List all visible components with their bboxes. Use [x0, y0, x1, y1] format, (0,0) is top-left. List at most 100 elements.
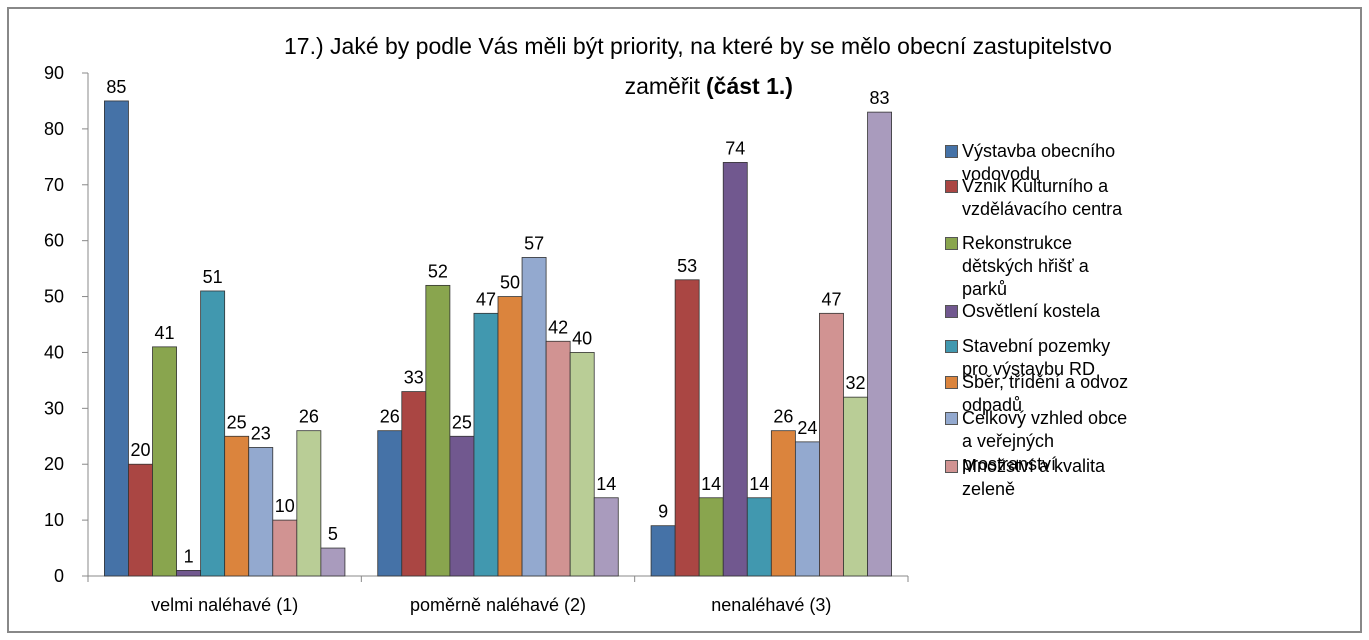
- y-tick-label: 60: [44, 231, 64, 251]
- legend-entry: Výstavba obecního vodovodu: [945, 140, 1137, 186]
- legend-swatch: [945, 305, 958, 318]
- data-label: 26: [380, 407, 400, 427]
- data-label: 26: [773, 407, 793, 427]
- y-tick-label: 50: [44, 287, 64, 307]
- data-label: 23: [251, 423, 271, 443]
- bar: [224, 435, 250, 577]
- chart-title: 17.) Jaké by podle Vás měli být priority…: [284, 33, 1112, 59]
- data-label: 14: [701, 474, 721, 494]
- x-tick-label: velmi naléhavé (1): [151, 595, 298, 615]
- bar: [674, 279, 700, 577]
- legend-entry: Vznik Kulturního a vzdělávacího centra: [945, 175, 1137, 221]
- y-tick-label: 80: [44, 119, 64, 139]
- bar: [698, 497, 724, 577]
- bar: [843, 396, 868, 577]
- data-label: 42: [548, 317, 568, 337]
- y-tick-label: 20: [44, 454, 64, 474]
- data-label: 5: [328, 524, 338, 544]
- legend-swatch: [945, 145, 958, 158]
- data-label: 10: [275, 496, 295, 516]
- data-label: 25: [227, 412, 247, 432]
- legend-swatch: [945, 180, 958, 193]
- y-tick-label: 40: [44, 342, 64, 362]
- legend-entry: Množství a kvalita zeleně: [945, 455, 1137, 501]
- bar: [521, 257, 547, 577]
- data-label: 47: [821, 289, 841, 309]
- bar: [473, 312, 499, 577]
- bar: [152, 346, 177, 577]
- data-label: 33: [404, 368, 424, 388]
- data-label: 9: [658, 502, 668, 522]
- data-label: 83: [870, 88, 890, 108]
- bar: [425, 284, 451, 577]
- legend-entry: Rekonstrukce dětských hřišť a parků: [945, 232, 1137, 301]
- y-tick-label: 0: [54, 566, 64, 586]
- bar: [722, 162, 748, 577]
- bar: [593, 497, 619, 577]
- bar: [377, 430, 403, 577]
- y-tick-label: 10: [44, 510, 64, 530]
- bar: [569, 352, 595, 577]
- y-tick-label: 90: [44, 63, 64, 83]
- data-label: 74: [725, 138, 745, 158]
- bar: [320, 547, 346, 577]
- legend-label: Výstavba obecního vodovodu: [962, 141, 1116, 184]
- data-label: 40: [572, 328, 592, 348]
- y-tick-label: 70: [44, 175, 64, 195]
- bar: [650, 525, 676, 577]
- legend-label: Rekonstrukce dětských hřišť a parků: [962, 233, 1089, 299]
- legend-swatch: [945, 460, 958, 473]
- data-label: 26: [299, 407, 319, 427]
- x-tick-label: nenaléhavé (3): [711, 595, 831, 615]
- legend-entry: Stavební pozemky pro výstavbu RD: [945, 335, 1137, 381]
- bar: [128, 463, 153, 577]
- bar: [770, 430, 796, 577]
- data-label: 41: [155, 323, 175, 343]
- data-label: 14: [749, 474, 769, 494]
- data-label: 14: [596, 474, 616, 494]
- bar: [794, 441, 820, 577]
- legend-swatch: [945, 340, 958, 353]
- bar: [545, 340, 571, 577]
- bar: [176, 570, 202, 577]
- bar: [449, 435, 475, 577]
- data-label: 52: [428, 261, 448, 281]
- bar: [104, 100, 129, 577]
- data-label: 50: [500, 273, 520, 293]
- legend-entry: Sběr, třídění a odvoz odpadů: [945, 371, 1137, 417]
- bar: [401, 391, 427, 577]
- data-label: 47: [476, 289, 496, 309]
- legend-label: Stavební pozemky pro výstavbu RD: [962, 336, 1111, 379]
- data-label: 57: [524, 233, 544, 253]
- x-tick-label: poměrně naléhavé (2): [410, 595, 586, 615]
- legend-swatch: [945, 412, 958, 425]
- bar: [746, 497, 772, 577]
- legend-label: Sběr, třídění a odvoz odpadů: [962, 372, 1129, 415]
- legend-label: Celkový vzhled obce a veřejných prostran…: [962, 408, 1128, 474]
- data-label: 1: [184, 546, 194, 566]
- bar: [272, 519, 298, 577]
- data-label: 85: [106, 77, 126, 97]
- y-tick-label: 30: [44, 398, 64, 418]
- bar: [200, 290, 226, 577]
- legend-swatch: [945, 237, 958, 250]
- legend-entry: Celkový vzhled obce a veřejných prostran…: [945, 407, 1137, 476]
- data-label: 25: [452, 412, 472, 432]
- legend-label: Osvětlení kostela: [962, 301, 1101, 321]
- legend-entry: Osvětlení kostela: [945, 300, 1137, 323]
- data-label: 51: [203, 267, 223, 287]
- chart-title-bold: (část 1.): [706, 73, 793, 99]
- bar: [296, 430, 322, 577]
- chart-title: zaměřit: [625, 73, 701, 99]
- data-label: 32: [846, 373, 866, 393]
- bar: [497, 296, 523, 577]
- data-label: 53: [677, 256, 697, 276]
- bar: [248, 447, 274, 577]
- legend-swatch: [945, 376, 958, 389]
- data-label: 24: [797, 418, 817, 438]
- legend-label: Množství a kvalita zeleně: [962, 456, 1106, 499]
- legend-label: Vznik Kulturního a vzdělávacího centra: [962, 176, 1123, 219]
- bar: [867, 111, 893, 577]
